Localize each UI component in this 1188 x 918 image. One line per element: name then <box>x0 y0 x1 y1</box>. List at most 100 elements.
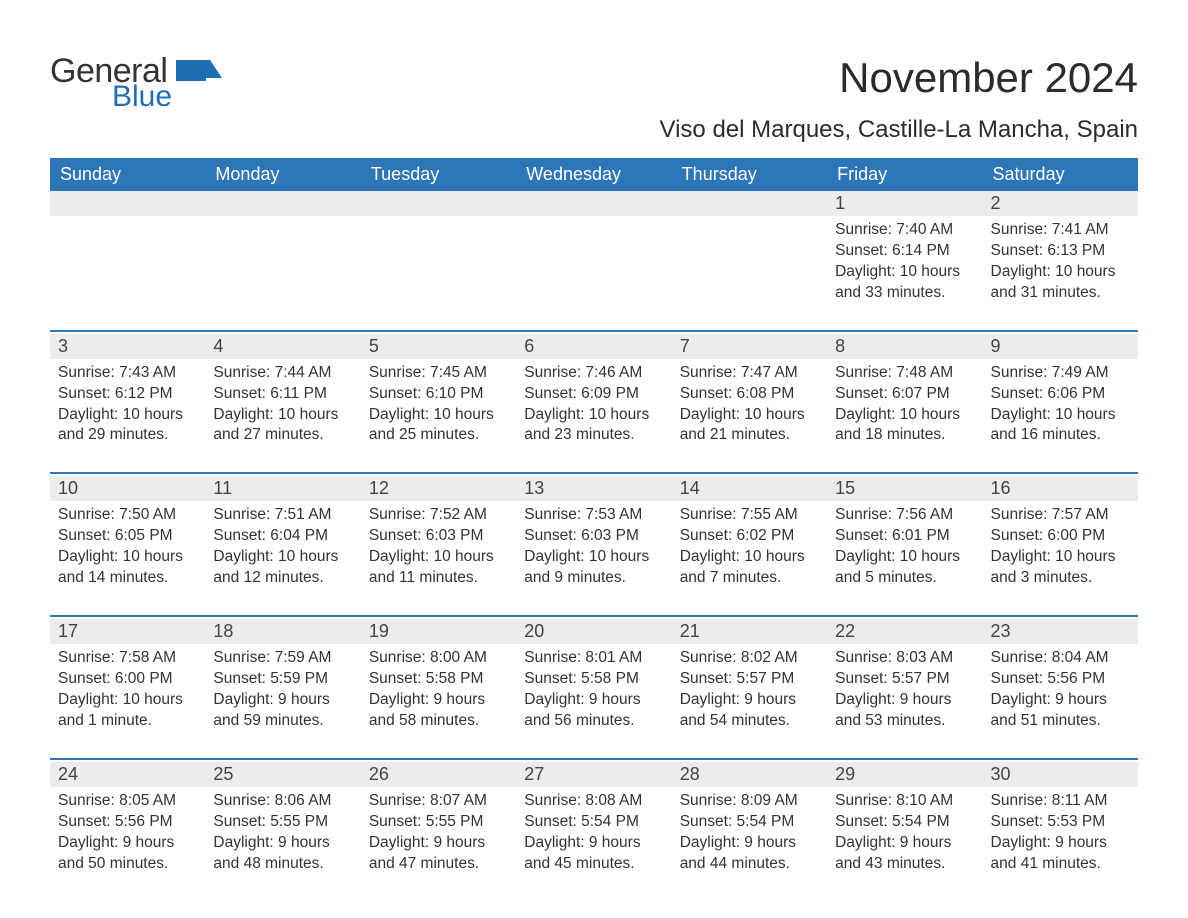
day-number-cell <box>205 191 360 216</box>
day-number-cell: 23 <box>983 619 1138 644</box>
day-sunrise: Sunrise: 7:51 AM <box>213 505 352 526</box>
day-detail-cell <box>50 216 205 331</box>
day-detail-cell: Sunrise: 7:59 AMSunset: 5:59 PMDaylight:… <box>205 644 360 759</box>
day-d1: Daylight: 10 hours <box>213 405 352 426</box>
day-number-cell: 11 <box>205 476 360 501</box>
day-sunset: Sunset: 5:58 PM <box>524 669 663 690</box>
weekday-header: Saturday <box>983 158 1138 191</box>
day-sunrise: Sunrise: 8:09 AM <box>680 791 819 812</box>
day-d2: and 58 minutes. <box>369 711 508 732</box>
day-sunset: Sunset: 5:55 PM <box>213 812 352 833</box>
day-number-cell: 22 <box>827 619 982 644</box>
day-detail-cell: Sunrise: 8:11 AMSunset: 5:53 PMDaylight:… <box>983 787 1138 901</box>
day-detail-cell: Sunrise: 8:09 AMSunset: 5:54 PMDaylight:… <box>672 787 827 901</box>
day-d1: Daylight: 10 hours <box>991 262 1130 283</box>
day-d1: Daylight: 9 hours <box>835 833 974 854</box>
day-sunrise: Sunrise: 7:48 AM <box>835 363 974 384</box>
day-number-row: 3456789 <box>50 334 1138 359</box>
brand-logo: General Blue <box>50 54 222 112</box>
day-d2: and 11 minutes. <box>369 568 508 589</box>
day-sunrise: Sunrise: 7:57 AM <box>991 505 1130 526</box>
day-number-cell: 3 <box>50 334 205 359</box>
day-d2: and 53 minutes. <box>835 711 974 732</box>
day-detail-cell: Sunrise: 7:45 AMSunset: 6:10 PMDaylight:… <box>361 359 516 474</box>
day-d1: Daylight: 10 hours <box>524 405 663 426</box>
day-sunset: Sunset: 6:00 PM <box>58 669 197 690</box>
day-sunrise: Sunrise: 8:03 AM <box>835 648 974 669</box>
day-sunset: Sunset: 6:02 PM <box>680 526 819 547</box>
day-sunset: Sunset: 6:01 PM <box>835 526 974 547</box>
day-d1: Daylight: 10 hours <box>835 547 974 568</box>
day-detail-row: Sunrise: 8:05 AMSunset: 5:56 PMDaylight:… <box>50 787 1138 901</box>
day-number-cell: 19 <box>361 619 516 644</box>
day-sunrise: Sunrise: 7:41 AM <box>991 220 1130 241</box>
day-d1: Daylight: 10 hours <box>991 405 1130 426</box>
day-sunset: Sunset: 6:10 PM <box>369 384 508 405</box>
day-detail-cell <box>672 216 827 331</box>
brand-flag-icon <box>176 60 222 88</box>
day-d1: Daylight: 10 hours <box>835 405 974 426</box>
day-number-cell: 16 <box>983 476 1138 501</box>
day-detail-cell: Sunrise: 7:48 AMSunset: 6:07 PMDaylight:… <box>827 359 982 474</box>
day-detail-row: Sunrise: 7:43 AMSunset: 6:12 PM Daylight:… <box>50 359 1138 474</box>
day-detail-cell: Sunrise: 8:05 AMSunset: 5:56 PMDaylight:… <box>50 787 205 901</box>
day-number-cell: 20 <box>516 619 671 644</box>
day-d1: Daylight: 10 hours <box>213 547 352 568</box>
day-detail-cell: Sunrise: 7:56 AMSunset: 6:01 PMDaylight:… <box>827 501 982 616</box>
day-number-row: 12 <box>50 191 1138 216</box>
day-d2: and 29 minutes. <box>58 425 197 446</box>
day-sunrise: Sunrise: 7:56 AM <box>835 505 974 526</box>
day-d2: and 54 minutes. <box>680 711 819 732</box>
day-detail-cell: Sunrise: 8:08 AMSunset: 5:54 PMDaylight:… <box>516 787 671 901</box>
day-sunset: Sunset: 5:56 PM <box>991 669 1130 690</box>
day-number-cell: 30 <box>983 762 1138 787</box>
day-d2: and 48 minutes. <box>213 854 352 875</box>
day-number-cell: 17 <box>50 619 205 644</box>
day-d2: and 5 minutes. <box>835 568 974 589</box>
day-sunrise: Sunrise: 7:43 AM <box>58 363 197 384</box>
day-detail-cell <box>205 216 360 331</box>
day-sunset: Sunset: 5:54 PM <box>835 812 974 833</box>
day-sunrise: Sunrise: 7:58 AM <box>58 648 197 669</box>
day-detail-row: Sunrise: 7:40 AMSunset: 6:14 PMDaylight:… <box>50 216 1138 331</box>
day-d1: Daylight: 10 hours <box>680 547 819 568</box>
day-sunrise: Sunrise: 7:45 AM <box>369 363 508 384</box>
weekday-header: Friday <box>827 158 982 191</box>
day-sunset: Sunset: 6:07 PM <box>835 384 974 405</box>
day-detail-cell: Sunrise: 7:46 AMSunset: 6:09 PMDaylight:… <box>516 359 671 474</box>
day-d2: and 41 minutes. <box>991 854 1130 875</box>
day-d2: and 33 minutes. <box>835 283 974 304</box>
day-d1: Daylight: 10 hours <box>524 547 663 568</box>
day-sunrise: Sunrise: 8:02 AM <box>680 648 819 669</box>
day-sunrise: Sunrise: 7:46 AM <box>524 363 663 384</box>
day-detail-cell: Sunrise: 8:02 AMSunset: 5:57 PMDaylight:… <box>672 644 827 759</box>
day-sunset: Sunset: 6:09 PM <box>524 384 663 405</box>
weekday-header: Sunday <box>50 158 205 191</box>
day-sunrise: Sunrise: 8:11 AM <box>991 791 1130 812</box>
day-d2: and 51 minutes. <box>991 711 1130 732</box>
day-detail-row: Sunrise: 7:58 AMSunset: 6:00 PMDaylight:… <box>50 644 1138 759</box>
day-d2: and 59 minutes. <box>213 711 352 732</box>
day-number-cell: 12 <box>361 476 516 501</box>
day-d2: and 56 minutes. <box>524 711 663 732</box>
day-sunset: Sunset: 5:53 PM <box>991 812 1130 833</box>
day-detail-cell: Sunrise: 8:06 AMSunset: 5:55 PMDaylight:… <box>205 787 360 901</box>
day-sunset: Sunset: 5:59 PM <box>213 669 352 690</box>
day-d1: Daylight: 9 hours <box>369 833 508 854</box>
day-d1: Daylight: 10 hours <box>369 547 508 568</box>
day-sunset: Sunset: 6:13 PM <box>991 241 1130 262</box>
weekday-header: Monday <box>205 158 360 191</box>
day-d1: Daylight: 10 hours <box>680 405 819 426</box>
day-detail-cell: Sunrise: 7:55 AMSunset: 6:02 PMDaylight:… <box>672 501 827 616</box>
day-detail-cell: Sunrise: 7:49 AMSunset: 6:06 PMDaylight:… <box>983 359 1138 474</box>
day-number-row: 17181920212223 <box>50 619 1138 644</box>
day-detail-cell: Sunrise: 7:52 AMSunset: 6:03 PMDaylight:… <box>361 501 516 616</box>
day-number-cell: 9 <box>983 334 1138 359</box>
day-d2: and 27 minutes. <box>213 425 352 446</box>
day-sunset: Sunset: 6:04 PM <box>213 526 352 547</box>
day-sunset: Sunset: 6:12 PM <box>58 384 197 405</box>
day-sunrise: Sunrise: 7:53 AM <box>524 505 663 526</box>
day-sunrise: Sunrise: 7:47 AM <box>680 363 819 384</box>
day-sunset: Sunset: 5:57 PM <box>835 669 974 690</box>
day-d2: and 1 minute. <box>58 711 197 732</box>
